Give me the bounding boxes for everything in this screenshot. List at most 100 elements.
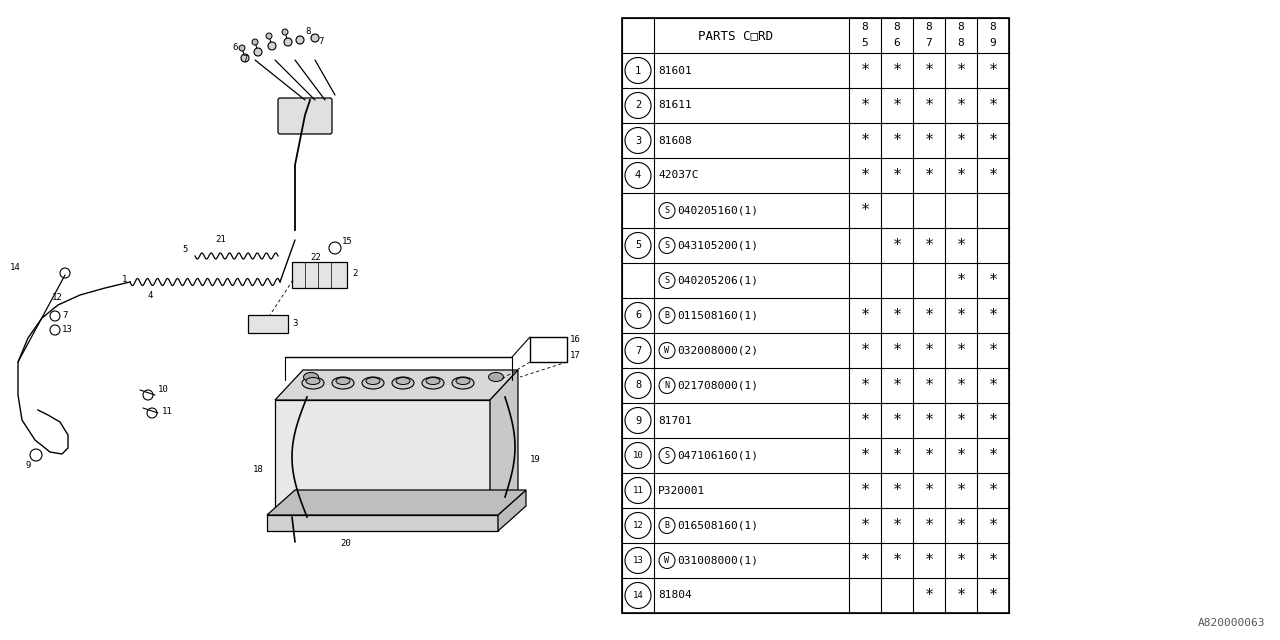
Text: 3: 3 [635,136,641,145]
Text: 8: 8 [957,22,964,33]
Text: *: * [988,133,997,148]
Ellipse shape [366,378,380,385]
Text: 8: 8 [305,28,310,36]
Text: *: * [892,553,901,568]
Text: 42037C: 42037C [658,170,699,180]
Text: 20: 20 [340,538,351,547]
Text: 6: 6 [635,310,641,321]
Text: *: * [988,308,997,323]
Text: *: * [988,63,997,78]
Text: 3: 3 [292,319,297,328]
Text: B: B [664,521,669,530]
Text: *: * [924,133,933,148]
Text: *: * [988,483,997,498]
Text: *: * [860,483,869,498]
Circle shape [241,54,250,62]
Text: 7: 7 [635,346,641,355]
Text: 16: 16 [570,335,581,344]
Text: 9: 9 [635,415,641,426]
Circle shape [268,42,276,50]
Text: 8: 8 [635,381,641,390]
Text: *: * [924,448,933,463]
Text: 12: 12 [52,294,63,303]
Text: 011508160(1): 011508160(1) [677,310,758,321]
Text: *: * [988,413,997,428]
Text: 040205160(1): 040205160(1) [677,205,758,216]
Polygon shape [268,515,498,531]
Text: *: * [956,308,965,323]
Circle shape [239,45,244,51]
Text: *: * [988,518,997,533]
Text: *: * [988,378,997,393]
Text: *: * [956,168,965,183]
Text: 6: 6 [232,44,237,52]
Ellipse shape [306,378,320,385]
Text: *: * [988,273,997,288]
Text: B: B [664,311,669,320]
Polygon shape [275,400,490,515]
Text: 11: 11 [163,408,173,417]
Text: A820000063: A820000063 [1198,618,1265,628]
Text: 8: 8 [861,22,868,33]
Text: *: * [892,238,901,253]
Text: 14: 14 [10,264,20,273]
Text: 2: 2 [352,269,357,278]
Text: 031008000(1): 031008000(1) [677,556,758,566]
Text: *: * [956,483,965,498]
Text: *: * [860,413,869,428]
Text: 10: 10 [632,451,644,460]
Circle shape [296,36,305,44]
Ellipse shape [392,377,413,389]
Text: *: * [956,238,965,253]
Text: *: * [892,98,901,113]
Text: *: * [924,378,933,393]
Text: *: * [956,378,965,393]
Text: 81611: 81611 [658,100,691,111]
Text: 9: 9 [26,461,32,470]
Text: *: * [860,133,869,148]
Text: 043105200(1): 043105200(1) [677,241,758,250]
Text: 7: 7 [242,56,247,65]
Text: *: * [956,63,965,78]
FancyBboxPatch shape [278,98,332,134]
Text: P320001: P320001 [658,486,705,495]
Text: *: * [924,238,933,253]
Text: *: * [956,98,965,113]
Text: *: * [860,98,869,113]
Text: *: * [892,63,901,78]
Text: *: * [924,413,933,428]
Text: 8: 8 [925,22,932,33]
Text: 8: 8 [989,22,996,33]
Text: 15: 15 [342,237,353,246]
Circle shape [266,33,273,39]
Circle shape [253,48,262,56]
Text: S: S [664,241,669,250]
Text: *: * [924,518,933,533]
Text: *: * [956,413,965,428]
Text: 13: 13 [632,556,644,565]
Text: *: * [892,448,901,463]
Ellipse shape [302,377,324,389]
Text: 17: 17 [570,351,581,360]
Text: *: * [924,98,933,113]
Ellipse shape [489,372,503,381]
Text: *: * [892,518,901,533]
Text: 12: 12 [632,521,644,530]
Text: 9: 9 [989,38,996,49]
Text: *: * [924,553,933,568]
Text: *: * [956,273,965,288]
Text: *: * [988,553,997,568]
Text: N: N [664,381,669,390]
Text: 1: 1 [635,65,641,76]
Text: 11: 11 [632,486,644,495]
Ellipse shape [456,378,470,385]
Text: 032008000(2): 032008000(2) [677,346,758,355]
Text: *: * [892,378,901,393]
Text: W: W [664,556,669,565]
Text: 22: 22 [310,253,321,262]
Text: PARTS C□RD: PARTS C□RD [698,29,773,42]
Text: 047106160(1): 047106160(1) [677,451,758,461]
Text: *: * [956,553,965,568]
Text: 13: 13 [61,326,73,335]
Text: 18: 18 [253,465,264,474]
